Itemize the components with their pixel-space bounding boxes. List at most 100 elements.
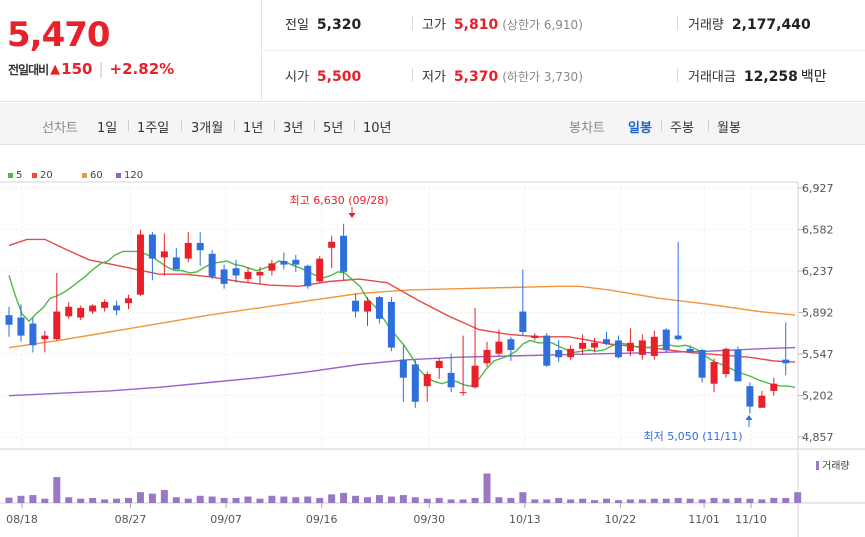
candle-body (579, 342, 587, 349)
down-arrow-icon (348, 207, 356, 218)
candle-body (710, 362, 718, 384)
candle (519, 269, 527, 336)
candle (172, 247, 180, 270)
ma120-line (8, 346, 796, 397)
candle-body (387, 301, 395, 348)
candle-body (148, 234, 156, 259)
ma60-line (8, 285, 796, 349)
candle (89, 304, 97, 314)
volume-bar (794, 492, 802, 503)
stat-low: 저가 5,370 (하한가 3,730) (422, 66, 583, 85)
stat-label: 고가 (422, 18, 446, 33)
candle-body (614, 340, 622, 358)
candle (662, 328, 670, 353)
period-3m-button[interactable]: 3개월 (191, 121, 224, 136)
candle (483, 341, 491, 367)
candle (674, 241, 682, 341)
volume-bar (423, 498, 431, 503)
x-tick-label: 10/22 (605, 513, 637, 526)
divider (314, 120, 315, 131)
volume-bar (507, 497, 515, 503)
stat-label: 거래량 (688, 18, 724, 33)
candle (316, 256, 324, 283)
candle (710, 358, 718, 393)
stat-label: 시가 (285, 70, 309, 85)
candle-body (328, 241, 336, 248)
candle-body (567, 348, 575, 358)
volume-bar (674, 497, 682, 503)
volume-bar (758, 499, 766, 503)
volume-bar (519, 492, 527, 503)
period-1d-button[interactable]: 1일 (97, 121, 118, 136)
volume-bar (447, 499, 455, 503)
candle-body (782, 359, 790, 364)
volume-bar (328, 494, 336, 503)
volume-bar (698, 499, 706, 503)
volume-bar (89, 497, 97, 503)
volume-bar (782, 497, 790, 503)
period-1y-button[interactable]: 1년 (243, 121, 264, 136)
candle (698, 348, 706, 383)
volume-bar (459, 499, 467, 503)
candle (495, 329, 503, 357)
candle-body (256, 271, 264, 276)
candle-body (184, 242, 192, 259)
candle (543, 333, 551, 367)
divider (677, 68, 678, 82)
legend-label: 5 (16, 170, 23, 181)
volume-bar (101, 499, 109, 503)
candle-body (471, 365, 479, 388)
candle (375, 295, 383, 324)
candle-daily-button[interactable]: 일봉 (628, 121, 652, 136)
legend-label: 20 (40, 170, 53, 181)
candle-body (77, 307, 85, 318)
volume-bar (722, 498, 730, 503)
volume-bar (292, 497, 300, 503)
candle (722, 347, 730, 378)
y-tick-label: 6,582 (802, 224, 834, 237)
divider (412, 16, 413, 30)
stat-prev-close: 전일 5,320 (285, 14, 361, 33)
candle-body (603, 339, 610, 345)
legend-ma5: 5 (8, 170, 22, 181)
candle-body (340, 235, 348, 272)
y-tick-label: 5,547 (802, 348, 834, 361)
x-tick-label: 08/27 (115, 513, 147, 526)
stat-label: 거래대금 (688, 70, 736, 85)
candle (268, 259, 276, 276)
candle-body (160, 251, 168, 258)
candle (447, 353, 455, 393)
volume-bar (614, 500, 622, 503)
candle-body (483, 350, 491, 364)
line-chart-label: 선차트 (42, 121, 78, 136)
y-tick-label: 6,927 (802, 182, 834, 195)
legend-swatch (82, 173, 87, 178)
legend-swatch (8, 173, 13, 178)
candle (626, 328, 634, 357)
stat-volume: 거래량 2,177,440 (688, 14, 811, 33)
candle (638, 334, 646, 360)
period-5y-button[interactable]: 5년 (323, 121, 344, 136)
candle-chart-label: 봉차트 (569, 121, 605, 136)
high-annotation: 최고 6,630 (09/28) (289, 194, 388, 207)
candle (328, 235, 336, 269)
candle-body (292, 259, 300, 265)
y-tick-label: 5,892 (802, 307, 834, 320)
volume-bar (567, 499, 575, 503)
candle-monthly-button[interactable]: 월봉 (717, 121, 741, 136)
period-3y-button[interactable]: 3년 (283, 121, 304, 136)
volume-bar (268, 495, 276, 503)
period-10y-button[interactable]: 10년 (363, 121, 392, 136)
volume-bar (483, 473, 491, 503)
candle-weekly-button[interactable]: 주봉 (670, 121, 694, 136)
candle (603, 331, 610, 346)
period-1w-button[interactable]: 1주일 (137, 121, 170, 136)
candle (101, 299, 109, 312)
volume-bar (41, 498, 49, 503)
grid (0, 182, 798, 449)
candle (184, 232, 192, 263)
stat-open: 시가 5,500 (285, 66, 361, 85)
candle-body (686, 348, 694, 353)
candle-body (734, 350, 742, 382)
